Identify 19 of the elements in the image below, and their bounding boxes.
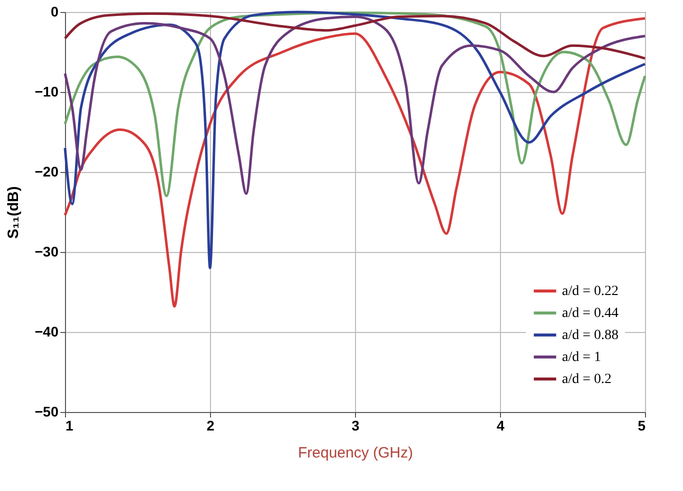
- y-tick-label: 0: [50, 4, 59, 20]
- x-axis-title: Frequency (GHz): [298, 444, 414, 462]
- y-tick-label: −40: [34, 324, 59, 340]
- x-tick-label: 4: [496, 418, 505, 434]
- x-tick-label: 3: [352, 418, 360, 434]
- legend-label: a/d = 0.44: [562, 306, 618, 321]
- line-series: [64, 17, 646, 308]
- y-tick-label: −20: [34, 164, 59, 180]
- x-tick-label: 5: [638, 418, 646, 434]
- x-tick-label: 1: [66, 418, 74, 434]
- y-tick-label: −10: [34, 84, 59, 100]
- y-tick-label: −50: [34, 404, 59, 420]
- legend-label: a/d = 0.88: [562, 328, 618, 343]
- legend-label: a/d = 1: [562, 350, 601, 365]
- y-axis-title: S₁₁(dB): [4, 186, 22, 239]
- x-tick-label: 2: [206, 418, 215, 434]
- legend-label: a/d = 0.2: [562, 372, 612, 387]
- y-tick-label: −30: [34, 244, 59, 260]
- legend-label: a/d = 0.22: [562, 284, 618, 299]
